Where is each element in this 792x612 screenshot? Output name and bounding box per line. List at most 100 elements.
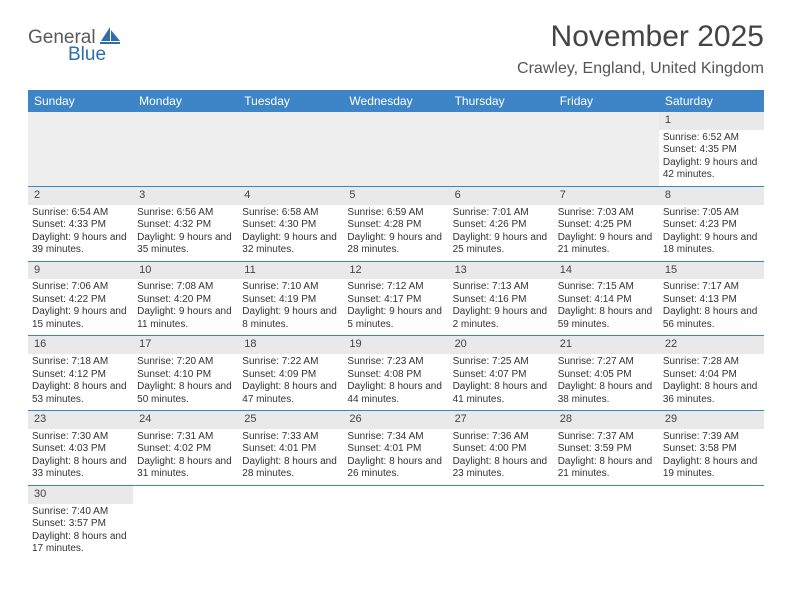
weekday-header: Wednesday (343, 90, 448, 112)
day-number: 8 (659, 187, 764, 205)
day-number: 9 (28, 262, 133, 280)
calendar-cell: 28 Sunrise: 7:37 AMSunset: 3:59 PMDayligh… (554, 411, 659, 486)
calendar-cell (554, 485, 659, 559)
calendar-cell: 17 Sunrise: 7:20 AMSunset: 4:10 PMDayligh… (133, 336, 238, 411)
day-number: 25 (238, 411, 343, 429)
title-block: November 2025 Crawley, England, United K… (517, 20, 764, 78)
day-number: 20 (449, 336, 554, 354)
day-details: Sunrise: 7:37 AMSunset: 3:59 PMDaylight:… (558, 431, 655, 481)
calendar-cell (133, 112, 238, 186)
day-details: Sunrise: 7:36 AMSunset: 4:00 PMDaylight:… (453, 431, 550, 481)
day-number: 21 (554, 336, 659, 354)
calendar-cell (238, 112, 343, 186)
day-details: Sunrise: 6:56 AMSunset: 4:32 PMDaylight:… (137, 207, 234, 257)
weekday-header: Monday (133, 90, 238, 112)
calendar-week-row: 16 Sunrise: 7:18 AMSunset: 4:12 PMDayligh… (28, 336, 764, 411)
calendar-cell: 16 Sunrise: 7:18 AMSunset: 4:12 PMDayligh… (28, 336, 133, 411)
day-details: Sunrise: 7:08 AMSunset: 4:20 PMDaylight:… (137, 281, 234, 331)
day-details: Sunrise: 7:34 AMSunset: 4:01 PMDaylight:… (347, 431, 444, 481)
day-details: Sunrise: 7:13 AMSunset: 4:16 PMDaylight:… (453, 281, 550, 331)
day-number: 26 (343, 411, 448, 429)
day-details: Sunrise: 7:10 AMSunset: 4:19 PMDaylight:… (242, 281, 339, 331)
calendar-cell: 24Sunrise: 7:31 AMSunset: 4:02 PMDayligh… (133, 411, 238, 486)
day-number: 4 (238, 187, 343, 205)
day-details: Sunrise: 7:28 AMSunset: 4:04 PMDaylight:… (663, 356, 760, 406)
weekday-header: Thursday (449, 90, 554, 112)
calendar-cell (449, 112, 554, 186)
weekday-header: Tuesday (238, 90, 343, 112)
day-details: Sunrise: 6:59 AMSunset: 4:28 PMDaylight:… (347, 207, 444, 257)
day-number: 19 (343, 336, 448, 354)
calendar-cell: 13Sunrise: 7:13 AMSunset: 4:16 PMDayligh… (449, 261, 554, 336)
calendar-cell (238, 485, 343, 559)
day-details: Sunrise: 7:39 AMSunset: 3:58 PMDaylight:… (663, 431, 760, 481)
calendar-table: Sunday Monday Tuesday Wednesday Thursday… (28, 90, 764, 560)
calendar-cell (449, 485, 554, 559)
day-details: Sunrise: 7:40 AMSunset: 3:57 PMDaylight:… (32, 506, 129, 556)
calendar-cell: 4 Sunrise: 6:58 AMSunset: 4:30 PMDaylight… (238, 186, 343, 261)
calendar-week-row: 2 Sunrise: 6:54 AMSunset: 4:33 PMDaylight… (28, 186, 764, 261)
day-number: 2 (28, 187, 133, 205)
day-details: Sunrise: 7:18 AMSunset: 4:12 PMDaylight:… (32, 356, 129, 406)
day-details: Sunrise: 7:20 AMSunset: 4:10 PMDaylight:… (137, 356, 234, 406)
day-number: 29 (659, 411, 764, 429)
day-details: Sunrise: 7:12 AMSunset: 4:17 PMDaylight:… (347, 281, 444, 331)
weekday-header: Friday (554, 90, 659, 112)
calendar-cell: 1Sunrise: 6:52 AMSunset: 4:35 PMDaylight… (659, 112, 764, 186)
weekday-header: Sunday (28, 90, 133, 112)
calendar-cell (133, 485, 238, 559)
day-details: Sunrise: 7:05 AMSunset: 4:23 PMDaylight:… (663, 207, 760, 257)
day-number: 18 (238, 336, 343, 354)
calendar-cell: 11Sunrise: 7:10 AMSunset: 4:19 PMDayligh… (238, 261, 343, 336)
calendar-cell: 7Sunrise: 7:03 AMSunset: 4:25 PMDaylight… (554, 186, 659, 261)
calendar-cell: 8 Sunrise: 7:05 AMSunset: 4:23 PMDaylight… (659, 186, 764, 261)
calendar-cell: 29 Sunrise: 7:39 AMSunset: 3:58 PMDayligh… (659, 411, 764, 486)
calendar-page: General November 2025 Crawley, England, … (0, 0, 792, 580)
header: General November 2025 Crawley, England, … (28, 20, 764, 78)
calendar-cell: 3Sunrise: 6:56 AMSunset: 4:32 PMDaylight… (133, 186, 238, 261)
day-number: 6 (449, 187, 554, 205)
weekday-header-row: Sunday Monday Tuesday Wednesday Thursday… (28, 90, 764, 112)
day-details: Sunrise: 7:25 AMSunset: 4:07 PMDaylight:… (453, 356, 550, 406)
calendar-cell: 21 Sunrise: 7:27 AMSunset: 4:05 PMDayligh… (554, 336, 659, 411)
calendar-cell: 9Sunrise: 7:06 AMSunset: 4:22 PMDaylight… (28, 261, 133, 336)
calendar-week-row: 23Sunrise: 7:30 AMSunset: 4:03 PMDayligh… (28, 411, 764, 486)
day-number: 28 (554, 411, 659, 429)
day-details: Sunrise: 7:03 AMSunset: 4:25 PMDaylight:… (558, 207, 655, 257)
calendar-cell: 6 Sunrise: 7:01 AMSunset: 4:26 PMDaylight… (449, 186, 554, 261)
calendar-week-row: 9Sunrise: 7:06 AMSunset: 4:22 PMDaylight… (28, 261, 764, 336)
day-number: 17 (133, 336, 238, 354)
calendar-cell: 12Sunrise: 7:12 AMSunset: 4:17 PMDayligh… (343, 261, 448, 336)
calendar-week-row: 30 Sunrise: 7:40 AMSunset: 3:57 PMDayligh… (28, 485, 764, 559)
calendar-cell: 22 Sunrise: 7:28 AMSunset: 4:04 PMDayligh… (659, 336, 764, 411)
month-title: November 2025 (517, 20, 764, 54)
location-text: Crawley, England, United Kingdom (517, 60, 764, 78)
calendar-cell (28, 112, 133, 186)
calendar-cell: 15Sunrise: 7:17 AMSunset: 4:13 PMDayligh… (659, 261, 764, 336)
calendar-cell (554, 112, 659, 186)
calendar-cell: 27Sunrise: 7:36 AMSunset: 4:00 PMDayligh… (449, 411, 554, 486)
day-details: Sunrise: 6:54 AMSunset: 4:33 PMDaylight:… (32, 207, 129, 257)
day-number: 16 (28, 336, 133, 354)
calendar-cell: 2 Sunrise: 6:54 AMSunset: 4:33 PMDaylight… (28, 186, 133, 261)
calendar-cell (343, 485, 448, 559)
calendar-week-row: 1Sunrise: 6:52 AMSunset: 4:35 PMDaylight… (28, 112, 764, 186)
day-details: Sunrise: 7:06 AMSunset: 4:22 PMDaylight:… (32, 281, 129, 331)
brand-part2: Blue (68, 44, 106, 65)
calendar-cell: 18Sunrise: 7:22 AMSunset: 4:09 PMDayligh… (238, 336, 343, 411)
day-details: Sunrise: 7:01 AMSunset: 4:26 PMDaylight:… (453, 207, 550, 257)
day-number: 24 (133, 411, 238, 429)
day-details: Sunrise: 6:52 AMSunset: 4:35 PMDaylight:… (663, 132, 760, 182)
day-details: Sunrise: 7:15 AMSunset: 4:14 PMDaylight:… (558, 281, 655, 331)
day-number: 23 (28, 411, 133, 429)
calendar-cell: 19Sunrise: 7:23 AMSunset: 4:08 PMDayligh… (343, 336, 448, 411)
day-number: 15 (659, 262, 764, 280)
day-details: Sunrise: 7:17 AMSunset: 4:13 PMDaylight:… (663, 281, 760, 331)
day-number: 12 (343, 262, 448, 280)
day-details: Sunrise: 6:58 AMSunset: 4:30 PMDaylight:… (242, 207, 339, 257)
day-number: 30 (28, 486, 133, 504)
day-number: 22 (659, 336, 764, 354)
day-details: Sunrise: 7:27 AMSunset: 4:05 PMDaylight:… (558, 356, 655, 406)
calendar-cell: 14Sunrise: 7:15 AMSunset: 4:14 PMDayligh… (554, 261, 659, 336)
calendar-cell: 26 Sunrise: 7:34 AMSunset: 4:01 PMDayligh… (343, 411, 448, 486)
